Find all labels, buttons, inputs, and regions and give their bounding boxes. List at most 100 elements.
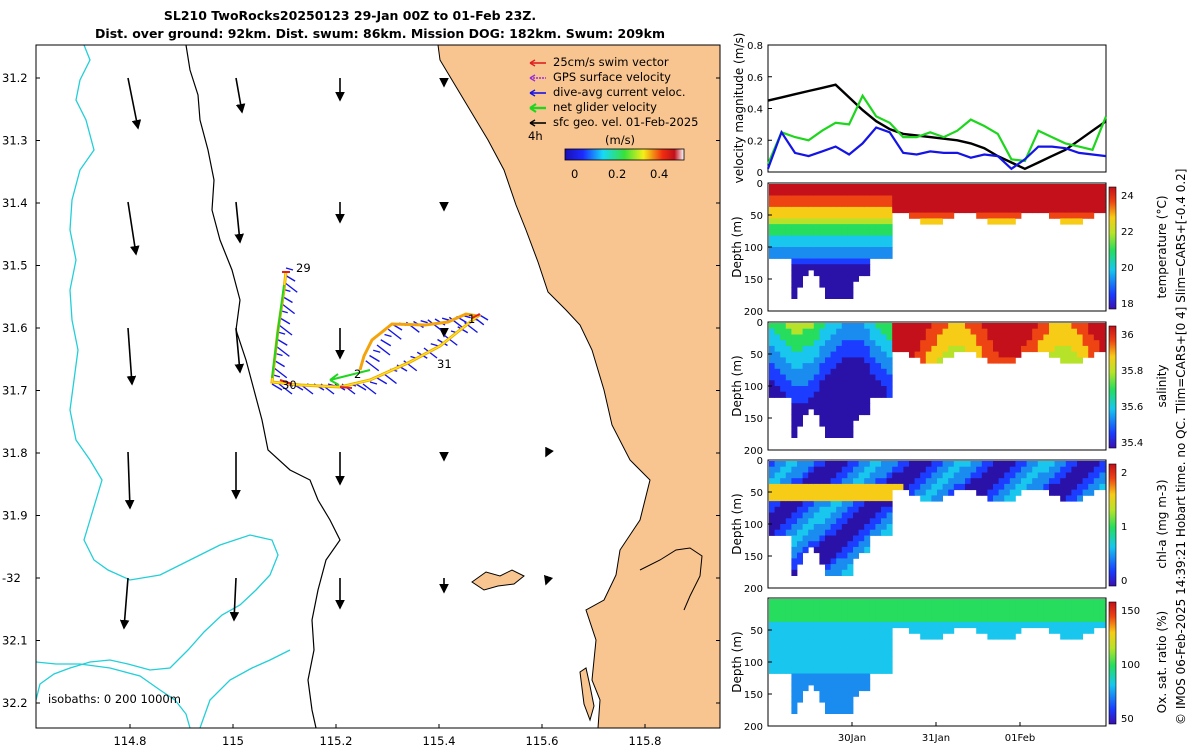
profile-cell [853,264,859,271]
profile-cell [791,546,798,554]
profile-cell [987,323,994,330]
profile-cell [881,633,887,640]
profile-cell [825,461,831,468]
profile-cell [825,235,831,242]
profile-cell [853,466,859,473]
profile-cell [791,241,798,248]
profile-cell [914,195,921,202]
profile-cell [791,489,798,496]
profile-cell [780,247,787,254]
profile-cell [1004,334,1011,341]
profile-cell [925,212,932,219]
profile-cell [864,408,871,416]
profile-cell [785,616,792,623]
profile-cell [1043,466,1050,473]
profile-cell [948,616,955,623]
profile-cell [841,489,848,496]
profile-cell [903,345,910,353]
profile-cell [1021,604,1027,611]
profile-cell [780,351,787,358]
profile-cell [942,206,949,214]
profile-cell [797,696,803,703]
profile-cell [987,478,994,485]
profile-cell [869,604,876,611]
profile-cell [802,639,809,646]
profile-cell [914,472,921,479]
profile-cell [1015,478,1022,485]
profile-cell [780,529,787,536]
profile-cell [914,483,921,491]
profile-cell [1043,610,1050,617]
profile-cell [1026,328,1033,335]
profile-cell [1065,604,1072,611]
profile-cell [785,374,792,381]
profile-cell [813,269,820,277]
profile-cell [920,483,927,491]
profile-cell [1099,328,1106,335]
profile-cell [853,512,859,519]
profile-cell [813,489,820,496]
profile-cell [825,275,831,282]
profile-cell [853,351,859,358]
profile-cell [797,506,803,513]
profile-cell [1054,466,1061,473]
profile-cell [1032,323,1039,330]
profile-cell [1088,212,1095,219]
profile-cell [808,644,815,651]
profile-cell [953,478,960,485]
profile-cell [836,281,843,288]
profile-cell [987,495,994,502]
profile-cell [875,662,882,669]
profile-cell [1054,599,1061,606]
profile-cell [881,461,887,468]
profile-cell [976,627,983,634]
profile-cell [897,610,904,617]
profile-cell [819,495,826,502]
profile-cell [830,235,837,242]
profile-cell [841,679,848,686]
profile-cell [881,195,887,202]
profile-cell [797,489,803,496]
profile-cell [886,639,893,646]
map-ytick-label: 32.1 [2,634,28,648]
profile-cell [769,363,775,370]
profile-cell [1082,195,1089,202]
profile-cell [1032,478,1039,485]
profile-cell [875,374,882,381]
profile-cell [808,241,815,248]
profile-cell [1021,323,1027,330]
profile-cell [836,506,843,513]
profile-cell [937,616,943,623]
profile-cell [858,506,865,513]
profile-cell [987,218,994,225]
profile-cell [897,461,904,468]
profile-cell [864,535,871,542]
profile-cell [869,662,876,669]
profile-cell [886,662,893,669]
profile-cell [886,340,893,347]
velocity-ytick-label: 0 [757,168,763,179]
profile-cell [858,656,865,663]
profile-cell [780,512,787,519]
profile-cell [780,644,787,651]
profile-cell [925,627,932,634]
profile-cell [847,569,854,576]
profile-cell [1009,357,1016,364]
profile-cell [1009,184,1016,191]
profile-cell [825,334,831,341]
profile-cell [780,201,787,208]
profile-cell [1015,351,1022,358]
profile-cell [909,212,915,219]
profile-cell [881,599,887,606]
profile-cell [869,252,876,259]
profile-cell [1043,472,1050,479]
profile-cell [914,627,921,634]
profile-cell [858,345,865,353]
profile-cell [886,189,893,196]
profile-cell [819,667,826,674]
profile-cell [1037,599,1044,606]
dive-current-vector [423,347,438,359]
profile-cell [1093,472,1100,479]
profile-cell [1015,184,1022,191]
profile-cell [948,478,955,485]
